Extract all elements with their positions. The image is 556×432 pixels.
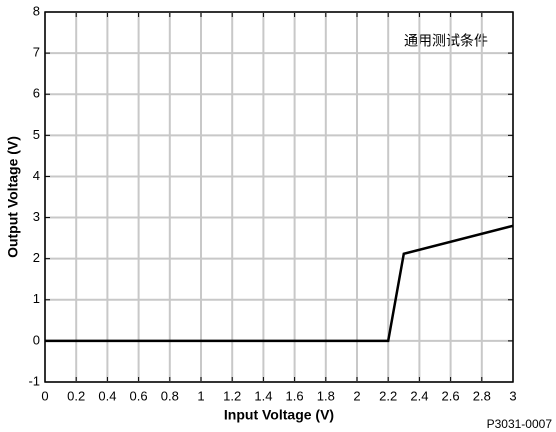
x-tick-label: 2: [353, 388, 360, 403]
x-tick-label: 2.4: [410, 388, 428, 403]
y-tick-label: -1: [28, 373, 40, 388]
x-tick-label: 2.2: [379, 388, 397, 403]
x-tick-label: 3: [509, 388, 516, 403]
x-tick-label: 2.8: [473, 388, 491, 403]
footnote: P3031-0007: [487, 417, 553, 431]
y-tick-label: 0: [33, 332, 40, 347]
y-tick-label: 4: [33, 168, 40, 183]
y-tick-label: 5: [33, 127, 40, 142]
x-tick-label: 0.4: [98, 388, 116, 403]
x-tick-label: 0.2: [67, 388, 85, 403]
x-tick-label: 1.8: [317, 388, 335, 403]
x-tick-label: 1: [197, 388, 204, 403]
x-axis-title: Input Voltage (V): [224, 407, 334, 423]
annotation: 通用测试条件: [404, 33, 488, 49]
data-line: [45, 224, 514, 343]
y-tick-label: 3: [33, 209, 40, 224]
y-tick-label: 2: [33, 250, 40, 265]
plot-frame: [44, 11, 514, 383]
x-tick-label: 1.4: [254, 388, 272, 403]
x-tick-label: 1.2: [223, 388, 241, 403]
y-tick-label: 8: [33, 3, 40, 18]
x-tick-label: 0.8: [161, 388, 179, 403]
y-tick-label: 6: [33, 86, 40, 101]
x-tick-label: 1.6: [286, 388, 304, 403]
x-tick-label: 0: [41, 388, 48, 403]
x-tick-label: 0.6: [130, 388, 148, 403]
y-tick-label: 7: [33, 45, 40, 60]
y-tick-label: 1: [33, 291, 40, 306]
x-tick-label: 2.6: [442, 388, 460, 403]
y-axis-title: Output Voltage (V): [5, 136, 21, 258]
